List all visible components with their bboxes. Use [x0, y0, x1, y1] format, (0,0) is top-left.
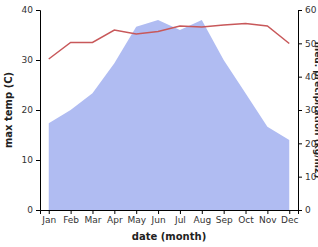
tick-label: Aug — [194, 215, 212, 225]
tick-mark — [36, 210, 40, 211]
tick-mark — [49, 210, 50, 214]
tick: Jan — [41, 210, 56, 225]
tick-mark — [289, 210, 290, 214]
tick-label: 60 — [305, 5, 317, 15]
tick-label: Nov — [259, 215, 277, 225]
tick-label: Sep — [216, 215, 233, 225]
tick: Apr — [107, 210, 123, 225]
tick-label: May — [127, 215, 146, 225]
tick: Mar — [84, 210, 101, 225]
axis-line — [299, 11, 303, 211]
tick: Nov — [259, 210, 277, 225]
tick-mark — [298, 210, 302, 211]
tick: 0 — [27, 205, 40, 215]
tick-mark — [298, 177, 302, 178]
tick-label: 20 — [22, 105, 34, 115]
y-axis: 0 10 20 30 40 — [22, 5, 41, 215]
precipitation-area — [49, 20, 290, 210]
tick-label: Jan — [41, 215, 56, 225]
x-axis: Jan Feb Mar Apr May Jun Jul Aug Sep Oct Nov Dec — [41, 210, 299, 225]
tick: May — [127, 210, 146, 225]
tick-mark — [36, 10, 40, 11]
axis-line — [36, 11, 41, 211]
tick-label: Mar — [84, 215, 101, 225]
chart: Jan Feb Mar Apr May Jun Jul Aug Sep Oct Nov Dec 0 10 2… — [0, 0, 318, 247]
x-axis-title: date (month) — [132, 231, 206, 242]
tick-label: 10 — [22, 155, 34, 165]
tick-mark — [298, 143, 302, 144]
tick-mark — [246, 210, 247, 214]
tick-mark — [114, 210, 115, 214]
tick-mark — [298, 43, 302, 44]
tick-mark — [224, 210, 225, 214]
temperature-line — [49, 24, 290, 60]
tick-mark — [180, 210, 181, 214]
tick: 0 — [298, 205, 311, 215]
axis-line — [41, 211, 299, 215]
tick-mark — [298, 77, 302, 78]
tick-mark — [71, 210, 72, 214]
tick-label: Apr — [107, 215, 123, 225]
tick-mark — [136, 210, 137, 214]
tick: Dec — [281, 210, 298, 225]
tick-label: Dec — [281, 215, 298, 225]
plot-area — [49, 20, 290, 210]
tick-label: 40 — [22, 5, 34, 15]
tick-label: Jul — [174, 215, 186, 225]
tick-mark — [267, 210, 268, 214]
tick-label: 0 — [305, 205, 311, 215]
tick-mark — [202, 210, 203, 214]
tick-mark — [36, 110, 40, 111]
tick-label: Feb — [63, 215, 79, 225]
tick: Aug — [194, 210, 212, 225]
tick-label: 30 — [22, 55, 34, 65]
tick: 30 — [22, 55, 40, 65]
y-axis-title: max temp (C) — [3, 72, 14, 148]
tick-mark — [36, 60, 40, 61]
tick: 60 — [298, 5, 317, 15]
tick: Oct — [238, 210, 254, 225]
tick: Feb — [63, 210, 79, 225]
tick: 20 — [22, 105, 40, 115]
tick-label: Jun — [151, 215, 166, 225]
tick-label: Oct — [238, 215, 254, 225]
tick: 40 — [22, 5, 40, 15]
tick: Jun — [151, 210, 166, 225]
tick-mark — [158, 210, 159, 214]
tick: Jul — [174, 210, 186, 225]
tick: 10 — [22, 155, 40, 165]
tick-label: 0 — [27, 205, 33, 215]
tick-mark — [298, 110, 302, 111]
tick-mark — [36, 160, 40, 161]
tick: Sep — [216, 210, 233, 225]
tick-mark — [92, 210, 93, 214]
tick-mark — [298, 10, 302, 11]
y2-axis-title: med. precipitation (kg/m2) — [313, 42, 318, 178]
